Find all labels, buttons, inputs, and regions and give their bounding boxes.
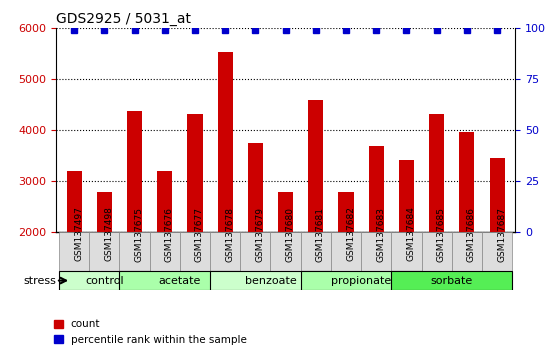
Bar [97,192,112,334]
Bar [301,232,331,271]
Bar [278,192,293,334]
Bar [119,232,150,271]
Bar [338,192,353,334]
Bar [157,171,172,334]
Bar [391,232,422,271]
Bar [308,99,323,334]
Text: GSM137680: GSM137680 [286,206,295,262]
Text: GSM137681: GSM137681 [316,206,325,262]
Text: GSM137676: GSM137676 [165,206,174,262]
Bar [301,271,422,290]
Bar [452,232,482,271]
Text: control: control [85,275,124,286]
Bar [429,114,444,334]
Bar [150,232,180,271]
Bar [368,147,384,334]
Bar [399,160,414,334]
Bar [89,232,119,271]
Text: GSM137678: GSM137678 [225,206,234,262]
Bar [59,271,150,290]
Bar [248,143,263,334]
Bar [210,232,240,271]
Text: sorbate: sorbate [431,275,473,286]
Text: GDS2925 / 5031_at: GDS2925 / 5031_at [56,12,191,26]
Text: GSM137686: GSM137686 [467,206,476,262]
Text: stress: stress [23,275,56,286]
Bar [361,232,391,271]
Text: GSM137498: GSM137498 [104,207,113,262]
Text: GSM137677: GSM137677 [195,206,204,262]
Bar [127,111,142,334]
Text: GSM137685: GSM137685 [437,206,446,262]
Bar [240,232,270,271]
Bar [270,232,301,271]
Text: benzoate: benzoate [245,275,296,286]
Text: GSM137684: GSM137684 [407,207,416,262]
Legend: count, percentile rank within the sample: count, percentile rank within the sample [50,315,251,349]
Bar [67,171,82,334]
Bar [59,232,89,271]
Text: propionate: propionate [331,275,391,286]
Bar [489,158,505,334]
Text: GSM137687: GSM137687 [497,206,506,262]
Text: GSM137675: GSM137675 [134,206,143,262]
Text: acetate: acetate [158,275,201,286]
Text: GSM137679: GSM137679 [255,206,264,262]
Text: GSM137682: GSM137682 [346,207,355,262]
Bar [331,232,361,271]
Bar [459,132,474,334]
Bar [180,232,210,271]
Bar [188,114,203,334]
Bar [210,271,331,290]
Bar [119,271,240,290]
Text: GSM137683: GSM137683 [376,206,385,262]
Text: GSM137497: GSM137497 [74,207,83,262]
Bar [218,52,233,334]
Bar [482,232,512,271]
Bar [422,232,452,271]
Bar [391,271,512,290]
